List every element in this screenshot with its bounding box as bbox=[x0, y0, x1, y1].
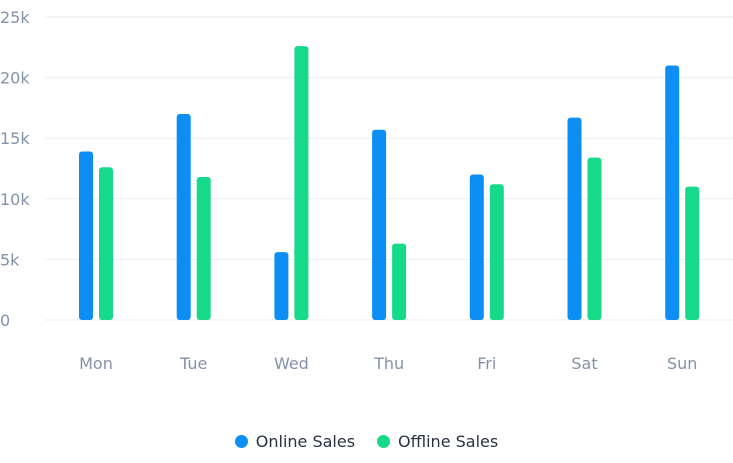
x-tick-label: Sat bbox=[571, 354, 597, 373]
grid-lines bbox=[45, 16, 733, 321]
y-tick-label: 25k bbox=[0, 8, 30, 27]
legend-label-offline: Offline Sales bbox=[398, 432, 499, 451]
legend-marker-offline bbox=[377, 435, 391, 448]
legend-marker-online bbox=[234, 435, 248, 448]
bar-offline-thu[interactable] bbox=[392, 243, 407, 320]
bar-offline-tue[interactable] bbox=[196, 176, 211, 320]
bars bbox=[79, 46, 700, 321]
x-axis-ticks: Mon Tue Wed Thu Fri Sat Sun bbox=[79, 354, 697, 373]
bar-online-thu[interactable] bbox=[372, 129, 387, 320]
bar-online-wed[interactable] bbox=[274, 252, 289, 320]
bar-online-tue[interactable] bbox=[176, 113, 191, 321]
bar-offline-wed[interactable] bbox=[294, 46, 309, 320]
bar-online-fri[interactable] bbox=[469, 174, 484, 320]
y-tick-label: 5k bbox=[0, 250, 20, 269]
y-tick-label: 0 bbox=[0, 311, 10, 330]
legend-item-online[interactable]: Online Sales bbox=[234, 432, 356, 451]
x-tick-label: Tue bbox=[179, 354, 207, 373]
legend: Online Sales Offline Sales bbox=[0, 432, 733, 451]
bar-offline-sun[interactable] bbox=[685, 186, 700, 320]
y-axis-ticks: 0 5k 10k 15k 20k 25k bbox=[0, 8, 30, 330]
x-tick-label: Wed bbox=[274, 354, 309, 373]
bar-online-sat[interactable] bbox=[567, 117, 582, 320]
y-tick-label: 20k bbox=[0, 69, 30, 88]
x-tick-label: Sun bbox=[667, 354, 697, 373]
legend-label-online: Online Sales bbox=[255, 432, 356, 451]
bar-offline-mon[interactable] bbox=[99, 167, 113, 320]
x-tick-label: Mon bbox=[79, 354, 113, 373]
legend-item-offline[interactable]: Offline Sales bbox=[377, 432, 498, 451]
x-tick-label: Thu bbox=[373, 354, 404, 373]
y-tick-label: 10k bbox=[0, 190, 30, 209]
x-tick-label: Fri bbox=[477, 354, 496, 373]
y-tick-label: 15k bbox=[0, 129, 30, 148]
bar-offline-sat[interactable] bbox=[587, 157, 602, 320]
bar-online-mon[interactable] bbox=[79, 151, 93, 320]
bar-online-sun[interactable] bbox=[665, 65, 680, 320]
bar-offline-fri[interactable] bbox=[489, 184, 504, 320]
